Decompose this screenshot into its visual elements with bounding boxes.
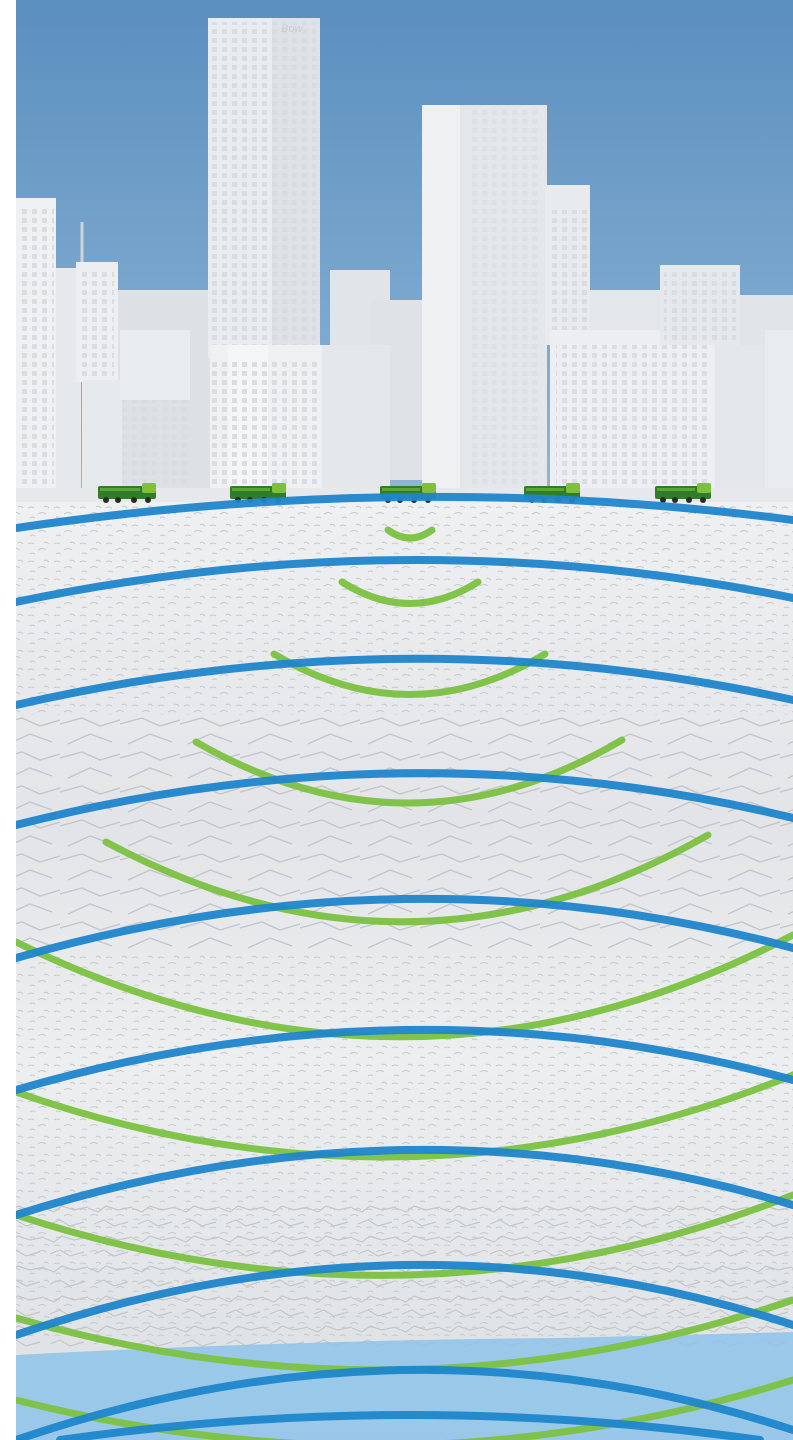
green-wave bbox=[384, 526, 436, 542]
left-margin bbox=[0, 0, 16, 1440]
blue-wave bbox=[16, 894, 793, 962]
green-wave bbox=[338, 578, 482, 607]
blue-wave-arcs bbox=[16, 492, 793, 1440]
vibroseis-trucks bbox=[98, 483, 711, 503]
scene-frame: Bow bbox=[16, 0, 793, 1440]
truck bbox=[655, 483, 711, 503]
blue-wave bbox=[16, 1145, 793, 1219]
green-wave-arcs bbox=[16, 526, 793, 1440]
building-sign: Bow bbox=[281, 23, 303, 35]
blue-wave bbox=[16, 654, 793, 709]
green-wave bbox=[16, 931, 793, 1041]
blue-wave bbox=[16, 1365, 793, 1440]
blue-wave bbox=[16, 1260, 793, 1339]
blue-wave bbox=[56, 1411, 764, 1440]
green-wave bbox=[16, 1376, 793, 1440]
blue-wave bbox=[16, 769, 793, 829]
green-wave bbox=[16, 1191, 793, 1279]
green-wave bbox=[16, 1071, 793, 1161]
blue-wave bbox=[16, 492, 793, 532]
truck bbox=[98, 483, 156, 503]
green-wave bbox=[270, 650, 549, 698]
ground-layer-fractured bbox=[16, 715, 793, 955]
blue-wave bbox=[16, 555, 793, 606]
green-wave bbox=[102, 831, 712, 926]
blue-wave bbox=[16, 1025, 793, 1094]
green-wave bbox=[192, 736, 626, 807]
city-skyline: Bow bbox=[16, 18, 793, 502]
